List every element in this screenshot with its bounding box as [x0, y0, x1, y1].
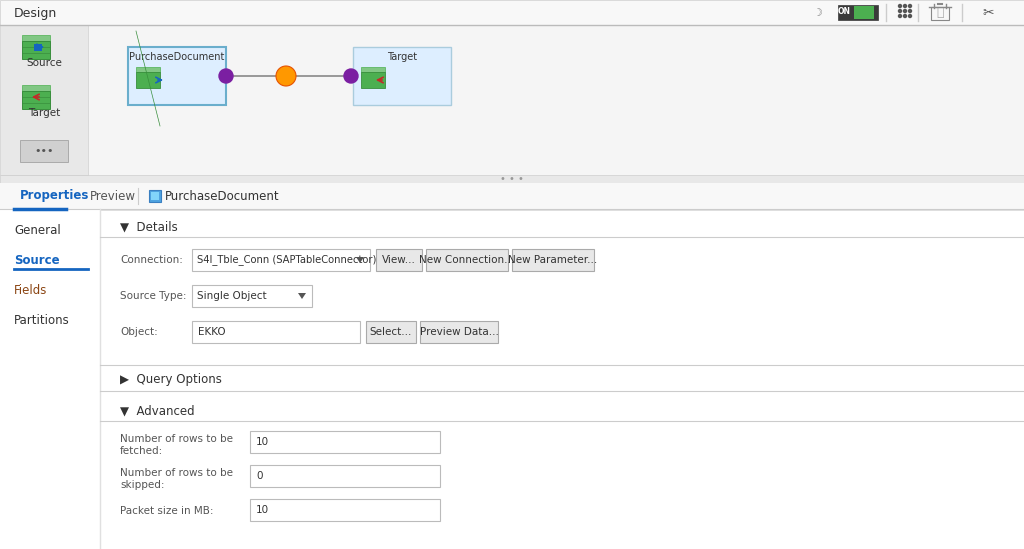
Text: New Parameter...: New Parameter... [508, 255, 598, 265]
Text: Source Type:: Source Type: [120, 291, 186, 301]
Bar [250, 465, 440, 487]
Text: S4I_Tble_Conn (SAPTableConnector): S4I_Tble_Conn (SAPTableConnector) [197, 255, 377, 266]
Circle shape [903, 9, 906, 13]
Text: PurchaseDocument: PurchaseDocument [129, 52, 224, 62]
Text: ✂: ✂ [982, 6, 994, 20]
Bar [0, 25, 88, 175]
Text: ☽: ☽ [813, 8, 823, 18]
Text: Design: Design [14, 7, 57, 20]
Bar [151, 192, 159, 200]
Bar [22, 91, 50, 109]
Bar [0, 0, 1024, 25]
Bar [854, 6, 874, 19]
Bar [150, 190, 161, 202]
Text: Partitions: Partitions [14, 315, 70, 328]
Bar [136, 67, 160, 72]
Text: Preview Data...: Preview Data... [420, 327, 499, 337]
Text: EKKO: EKKO [198, 327, 225, 337]
Bar [0, 183, 1024, 209]
Bar [366, 321, 416, 343]
Bar [0, 175, 1024, 183]
Bar [250, 499, 440, 521]
Text: Target: Target [387, 52, 417, 62]
Text: PurchaseDocument: PurchaseDocument [165, 189, 280, 203]
Bar [250, 431, 440, 453]
Bar [361, 72, 385, 88]
Text: Number of rows to be: Number of rows to be [120, 434, 233, 444]
Circle shape [344, 69, 358, 83]
Text: Preview: Preview [90, 189, 136, 203]
Text: Single Object: Single Object [197, 291, 266, 301]
Circle shape [898, 4, 901, 8]
Text: 10: 10 [256, 437, 269, 447]
Text: Fields: Fields [14, 284, 47, 298]
Bar [193, 249, 370, 271]
Bar [838, 5, 878, 20]
Text: ⬜: ⬜ [936, 7, 944, 20]
Bar [193, 285, 312, 307]
Text: ▶  Query Options: ▶ Query Options [120, 373, 222, 385]
Text: •••: ••• [34, 146, 53, 156]
Text: ▼  Advanced: ▼ Advanced [120, 405, 195, 417]
Bar [361, 67, 385, 72]
Bar [0, 209, 100, 549]
Bar [426, 249, 508, 271]
Text: Properties: Properties [20, 189, 89, 203]
Circle shape [898, 14, 901, 18]
Bar [193, 321, 360, 343]
Bar [931, 7, 949, 20]
Bar [0, 183, 1024, 549]
Text: ON: ON [838, 8, 851, 16]
Circle shape [908, 14, 911, 18]
Text: General: General [14, 225, 60, 238]
Bar [376, 249, 422, 271]
Text: 0: 0 [256, 471, 262, 481]
Bar [100, 209, 1024, 211]
Text: Packet size in MB:: Packet size in MB: [120, 506, 213, 516]
Circle shape [903, 4, 906, 8]
Circle shape [908, 4, 911, 8]
Circle shape [898, 9, 901, 13]
Text: Source: Source [26, 58, 61, 68]
Circle shape [219, 69, 233, 83]
Text: New Connection...: New Connection... [420, 255, 515, 265]
Text: Source: Source [14, 255, 59, 267]
Bar [128, 47, 226, 105]
Bar [353, 47, 451, 105]
Bar [136, 72, 160, 88]
Text: Number of rows to be: Number of rows to be [120, 468, 233, 478]
Bar [512, 249, 594, 271]
Text: Select...: Select... [370, 327, 413, 337]
Polygon shape [356, 257, 364, 263]
Text: View...: View... [382, 255, 416, 265]
Bar [22, 85, 50, 91]
Text: 10: 10 [256, 505, 269, 515]
Circle shape [903, 14, 906, 18]
Polygon shape [298, 293, 306, 299]
Text: • • •: • • • [500, 174, 524, 184]
Bar [22, 35, 50, 41]
Bar [0, 25, 1024, 175]
Text: ▼  Details: ▼ Details [120, 221, 178, 233]
Text: fetched:: fetched: [120, 446, 163, 456]
Text: Target: Target [28, 108, 60, 118]
Text: Connection:: Connection: [120, 255, 183, 265]
Bar [420, 321, 498, 343]
Bar [22, 41, 50, 59]
Bar [20, 140, 68, 162]
Bar [34, 44, 42, 51]
Text: Object:: Object: [120, 327, 158, 337]
Circle shape [908, 9, 911, 13]
Circle shape [276, 66, 296, 86]
Text: skipped:: skipped: [120, 480, 165, 490]
